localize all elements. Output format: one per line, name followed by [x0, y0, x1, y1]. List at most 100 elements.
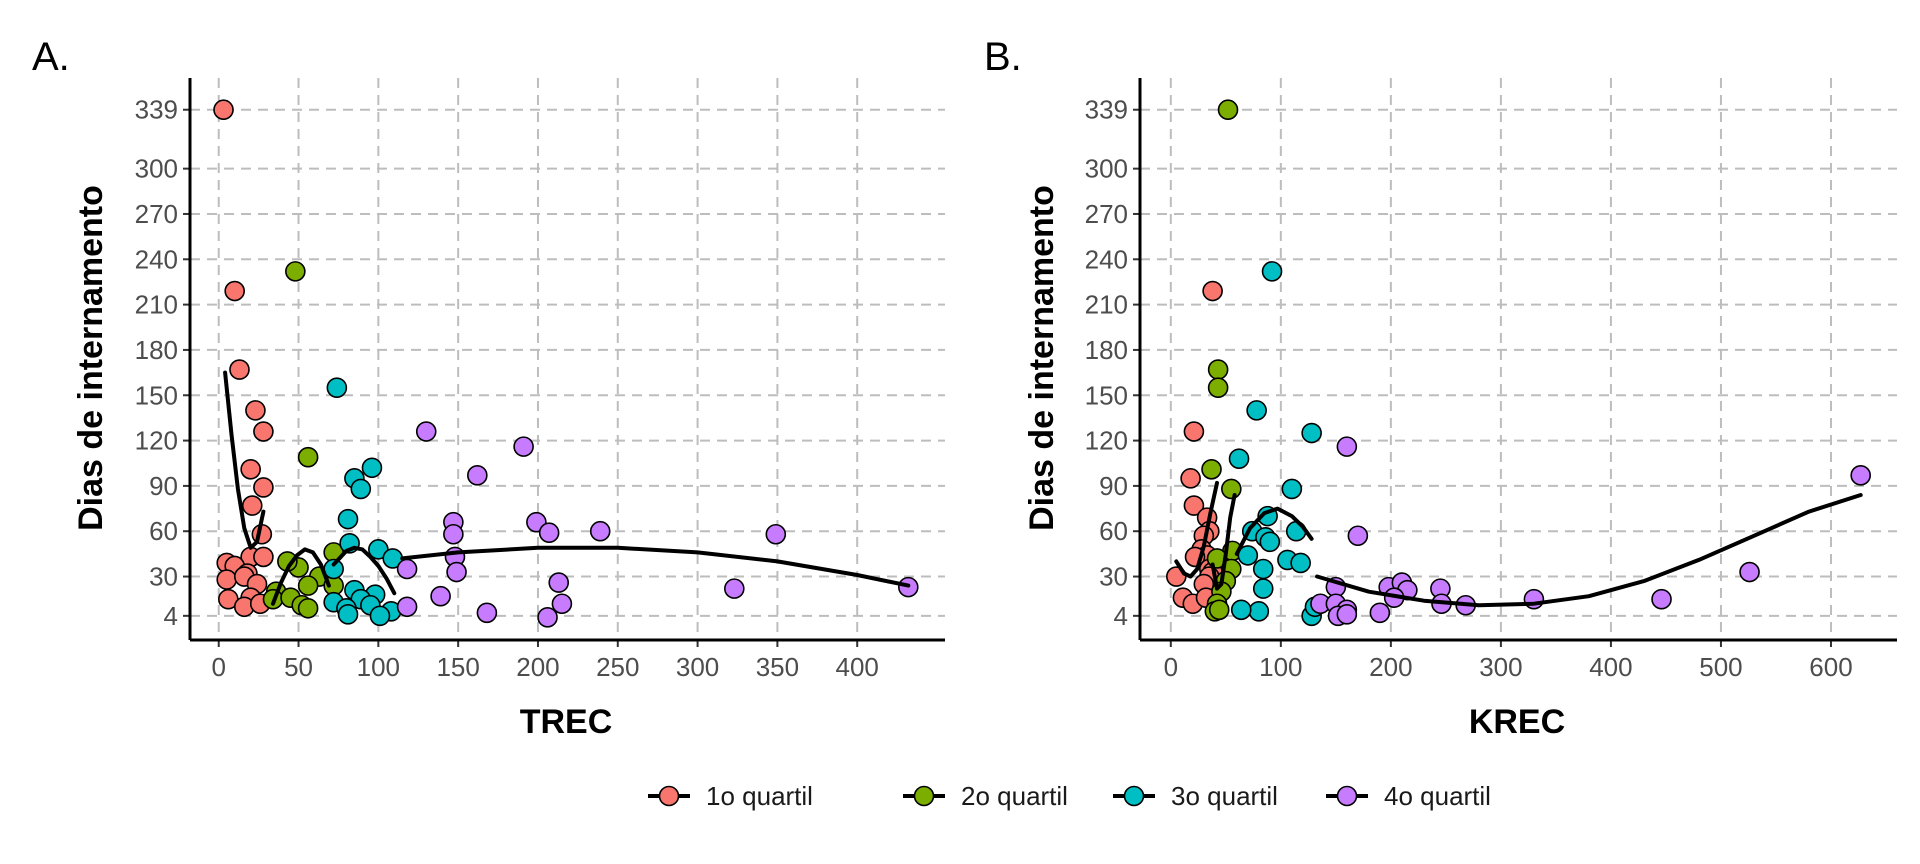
data-point: [1246, 400, 1267, 421]
x-tick-label: 400: [1589, 652, 1632, 682]
y-tick-label: 180: [135, 335, 178, 365]
data-point: [443, 523, 464, 545]
data-point: [1252, 578, 1274, 599]
y-tick-label: 150: [1085, 380, 1128, 410]
y-tick-label: 270: [1085, 199, 1128, 229]
data-point: [216, 569, 238, 590]
y-tick-label: 240: [1085, 244, 1128, 274]
axes: 4 30 60 90 120 150 180 210 240 270 300 339 0 100 200 30…: [1085, 78, 1897, 682]
data-point: [1180, 468, 1201, 489]
series: [262, 261, 344, 619]
data-point: [224, 280, 245, 302]
data-point: [1202, 280, 1223, 302]
y-tick-label: 4: [1114, 601, 1128, 631]
grid: [190, 78, 945, 640]
series: [213, 99, 274, 618]
y-tick-label: 120: [135, 426, 178, 456]
y-tick-label: 60: [149, 516, 178, 546]
trend-line: [271, 547, 331, 606]
legend-item: 2o quartil: [903, 781, 1068, 811]
y-tick-label: 30: [149, 562, 178, 592]
data-point: [241, 495, 263, 516]
x-tick-label: 400: [836, 652, 879, 682]
y-tick-label: 270: [135, 199, 178, 229]
data-point: [297, 597, 319, 619]
data-point: [1369, 602, 1391, 624]
data-point: [1336, 436, 1358, 457]
y-tick-label: 339: [1085, 95, 1128, 125]
data-point: [1336, 604, 1358, 625]
y-axis-title: Dias de internamento: [72, 185, 110, 531]
data-point: [548, 572, 570, 593]
x-tick-label: 100: [1259, 652, 1302, 682]
data-point: [396, 558, 418, 580]
x-tick-label: 0: [211, 652, 225, 682]
data-point: [1252, 558, 1274, 580]
data-point: [1217, 99, 1239, 121]
data-point: [538, 522, 560, 544]
data-point: [724, 578, 745, 599]
data-point: [1208, 599, 1230, 621]
panel-tag: A.: [32, 35, 70, 79]
data-point: [1301, 422, 1322, 444]
legend-key-point: [1336, 785, 1358, 807]
data-point: [537, 607, 558, 628]
x-tick-label: 200: [516, 652, 559, 682]
series: [323, 377, 404, 627]
series: [1310, 436, 1871, 627]
data-point: [240, 458, 261, 480]
y-tick-label: 90: [1099, 471, 1128, 501]
legend-item: 4o quartil: [1326, 781, 1491, 811]
panel-b: B. 4 30 60 90 120 150 180 210 240 270 300 339 0 100 20…: [984, 35, 1897, 741]
y-tick-label: 210: [135, 290, 178, 320]
series: [1228, 261, 1326, 627]
legend-label: 2o quartil: [961, 781, 1068, 811]
x-tick-label: 500: [1699, 652, 1742, 682]
legend-label: 4o quartil: [1384, 781, 1491, 811]
x-tick-label: 150: [436, 652, 479, 682]
data-point: [1221, 478, 1242, 500]
x-tick-label: 250: [596, 652, 639, 682]
trend-line: [1174, 480, 1219, 579]
axes: 4 30 60 90 120 150 180 210 240 270 300 339 0 50 100 150…: [135, 78, 945, 682]
data-point: [337, 604, 359, 625]
data-point: [1259, 531, 1281, 553]
y-tick-label: 180: [1085, 335, 1128, 365]
data-point: [253, 546, 274, 568]
y-tick-label: 4: [164, 601, 178, 631]
data-point: [551, 593, 573, 615]
x-tick-label: 600: [1809, 652, 1852, 682]
panel-tag: B.: [984, 35, 1022, 79]
data-point: [1290, 552, 1311, 574]
data-point: [1201, 458, 1222, 480]
data-point: [297, 446, 319, 468]
data-point: [765, 523, 787, 545]
x-tick-label: 0: [1164, 652, 1178, 682]
y-tick-label: 339: [135, 95, 178, 125]
trend-line: [1315, 493, 1863, 608]
data-point: [285, 261, 306, 282]
data-point: [1230, 599, 1252, 621]
data-point: [326, 377, 348, 399]
data-point: [297, 575, 319, 596]
data-point: [513, 436, 534, 457]
data-point: [337, 508, 359, 530]
data-point: [253, 421, 274, 442]
data-point: [1651, 588, 1672, 610]
legend-item: 3o quartil: [1113, 781, 1278, 811]
data-point: [1183, 495, 1205, 516]
data-point: [396, 596, 418, 618]
trend-line: [1234, 506, 1314, 556]
x-tick-label: 200: [1369, 652, 1412, 682]
x-tick-label: 300: [676, 652, 719, 682]
legend-key-point: [913, 785, 935, 807]
trend-line: [400, 545, 911, 588]
trend-line: [331, 545, 397, 596]
data-point: [1248, 600, 1270, 622]
y-tick-label: 240: [135, 244, 178, 274]
trend-line: [223, 370, 266, 550]
legend: 1o quartil 2o quartil 3o quartil 4o quartil: [648, 781, 1491, 811]
legend-item: 1o quartil: [648, 781, 813, 811]
data-point: [589, 520, 611, 542]
